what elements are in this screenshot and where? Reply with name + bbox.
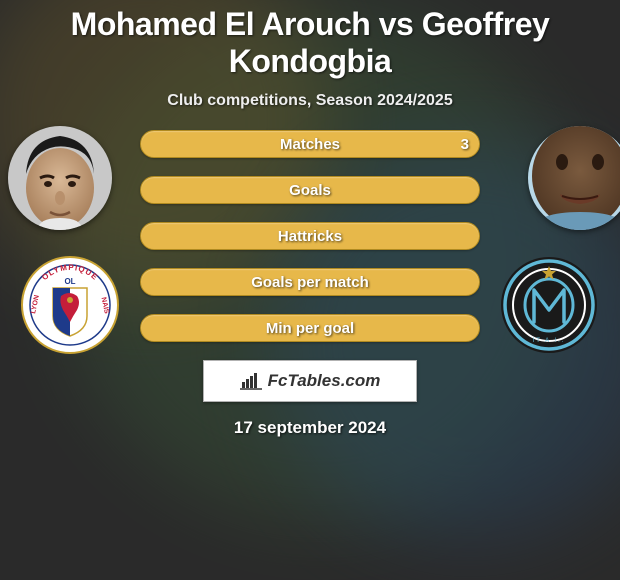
stat-label: Goals bbox=[289, 182, 331, 199]
avatar-right-svg bbox=[528, 126, 620, 230]
svg-text:IT A !..: IT A !.. bbox=[533, 338, 566, 344]
watermark-box: FcTables.com bbox=[203, 360, 417, 402]
stat-bar-hattricks: Hattricks bbox=[140, 222, 480, 250]
stat-bar-min-per-goal: Min per goal bbox=[140, 314, 480, 342]
watermark-text: FcTables.com bbox=[268, 371, 381, 391]
page-subtitle: Club competitions, Season 2024/2025 bbox=[0, 82, 620, 126]
stat-label: Hattricks bbox=[278, 228, 342, 245]
stat-bar-goals-per-match: Goals per match bbox=[140, 268, 480, 296]
avatar-left-svg bbox=[8, 126, 112, 230]
stat-bar-matches: Matches 3 bbox=[140, 130, 480, 158]
svg-text:OL: OL bbox=[64, 277, 75, 286]
player-right-avatar bbox=[528, 126, 620, 230]
stat-label: Min per goal bbox=[266, 320, 354, 337]
player-left-avatar bbox=[8, 126, 112, 230]
page-title: Mohamed El Arouch vs Geoffrey Kondogbia bbox=[0, 0, 620, 82]
watermark-chart-icon bbox=[240, 372, 262, 390]
stat-label: Matches bbox=[280, 136, 340, 153]
club-crest-left: OLYMPIQUE LYON NAIS OL bbox=[21, 256, 119, 354]
crest-marseille-svg: IT A !.. bbox=[500, 256, 598, 354]
content-wrap: Mohamed El Arouch vs Geoffrey Kondogbia … bbox=[0, 0, 620, 580]
stat-label: Goals per match bbox=[251, 274, 369, 291]
stat-bar-goals: Goals bbox=[140, 176, 480, 204]
club-crest-right: IT A !.. bbox=[500, 256, 598, 354]
crest-lyon-svg: OLYMPIQUE LYON NAIS OL bbox=[21, 256, 119, 354]
snapshot-date: 17 september 2024 bbox=[0, 402, 620, 454]
stat-value-right: 3 bbox=[461, 136, 469, 153]
stat-bars: Matches 3 Goals Hattricks Goals per matc… bbox=[140, 130, 480, 342]
comparison-area: OLYMPIQUE LYON NAIS OL bbox=[0, 126, 620, 464]
